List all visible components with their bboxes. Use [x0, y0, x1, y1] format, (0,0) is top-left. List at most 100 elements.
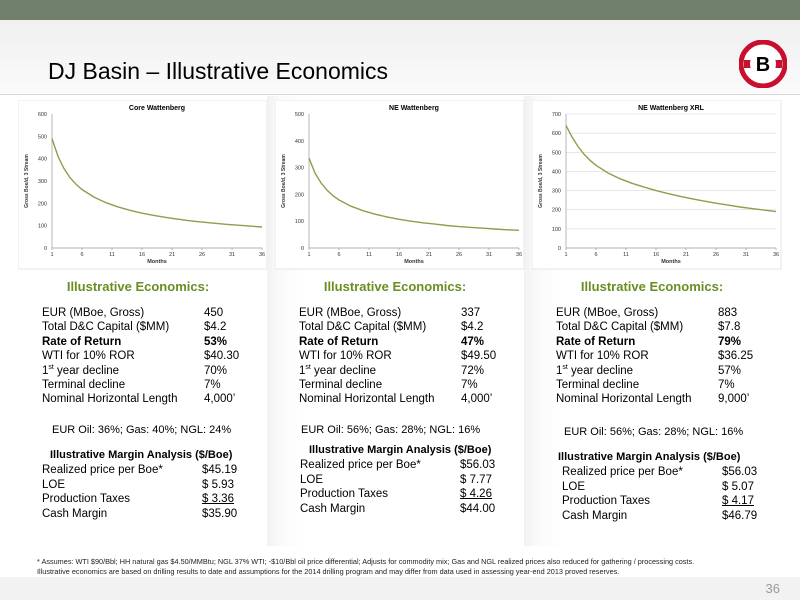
margin-table: Realized price per Boe* $56.03 LOE $ 7.77 …: [300, 458, 495, 516]
metric-row: WTI for 10% ROR $49.50: [299, 350, 497, 363]
margin-row: LOE $ 5.93: [42, 478, 234, 491]
x-tick-label: 11: [366, 252, 372, 258]
y-tick-label: 400: [38, 157, 47, 163]
metric-row: 1st year decline 57%: [556, 363, 742, 377]
x-tick-label: 1: [307, 252, 310, 258]
series-line: [51, 138, 263, 228]
x-tick-label: 26: [199, 252, 205, 258]
metric-row: Nominal Horizontal Length 4,000’: [42, 393, 236, 406]
x-tick-label: 11: [623, 252, 629, 258]
metric-row: Terminal decline 7%: [556, 379, 735, 392]
eur-split: EUR Oil: 56%; Gas: 28%; NGL: 16%: [301, 424, 481, 436]
y-tick-label: 0: [301, 246, 304, 252]
y-tick-label: 600: [38, 112, 47, 118]
metric-row: Nominal Horizontal Length 4,000’: [299, 393, 493, 406]
footnote-line-2: Illustrative economics are based on dril…: [37, 567, 620, 576]
x-tick-label: 16: [139, 252, 145, 258]
metrics-table: EUR (MBoe, Gross) 337 Total D&C Capital (…: [299, 306, 496, 407]
chart-title: NE Wattenberg: [389, 105, 439, 112]
chart-title: Core Wattenberg: [129, 105, 185, 112]
eur-split: EUR Oil: 36%; Gas: 40%; NGL: 24%: [52, 424, 232, 436]
metric-row: Nominal Horizontal Length 9,000’: [556, 393, 750, 406]
y-tick-label: 500: [295, 112, 304, 118]
metric-row: Rate of Return 79%: [556, 335, 742, 348]
metric-row: EUR (MBoe, Gross) 337: [299, 307, 481, 319]
y-tick-label: 300: [38, 179, 47, 185]
margin-row: Realized price per Boe* $45.19: [42, 464, 238, 476]
x-tick-label: 1: [564, 252, 567, 258]
margin-row: Cash Margin $44.00: [300, 502, 496, 515]
y-tick-label: 100: [38, 224, 47, 230]
top-accent-bar: [0, 0, 800, 20]
eur-split: EUR Oil: 56%; Gas: 28%; NGL: 16%: [564, 426, 744, 438]
margin-row: Production Taxes $ 3.36: [42, 493, 234, 506]
x-tick-label: 31: [743, 252, 749, 258]
x-tick-label: 11: [109, 252, 115, 258]
chart-core-wattenberg: Core Wattenberg 0 100 200 300 400 500 600 1 6 11 16…: [18, 100, 268, 270]
metric-row: Terminal decline 7%: [299, 379, 478, 392]
series-line: [565, 125, 777, 213]
y-tick-label: 600: [552, 131, 561, 137]
margin-title: Illustrative Margin Analysis ($/Boe): [558, 451, 741, 463]
footnote-line-1: * Assumes: WTI $90/Bbl; HH natural gas $…: [37, 557, 695, 566]
x-tick-label: 36: [773, 252, 779, 258]
metric-row: Total D&C Capital ($MM) $4.2: [42, 321, 227, 334]
y-tick-label: 100: [552, 227, 561, 233]
series-line: [308, 157, 520, 231]
x-tick-label: 21: [426, 252, 432, 258]
y-tick-label: 300: [552, 189, 561, 195]
econ-title: Illustrative Economics:: [580, 279, 724, 294]
econ-title: Illustrative Economics:: [323, 279, 467, 294]
x-tick-label: 6: [337, 252, 340, 258]
econ-title: Illustrative Economics:: [66, 279, 210, 294]
x-axis-label: Months: [661, 259, 681, 265]
y-tick-label: 200: [295, 192, 304, 198]
margin-table: Realized price per Boe* $56.03 LOE $ 5.07 …: [562, 465, 757, 523]
x-tick-label: 26: [456, 252, 462, 258]
panel-ne-wattenberg-xrl: NE Wattenberg XRL 0 100 200 300 400 500 600 700 1…: [524, 96, 782, 546]
margin-row: Production Taxes $ 4.17: [562, 495, 754, 508]
chart-ne-wattenberg: NE Wattenberg 0 100 200 300 400 500 1 6 11 16 21 26 3…: [275, 100, 525, 270]
header-band: [0, 20, 800, 95]
margin-row: LOE $ 5.07: [562, 480, 754, 493]
metric-row: Rate of Return 53%: [42, 335, 228, 348]
x-tick-label: 6: [80, 252, 83, 258]
chart-title: NE Wattenberg XRL: [638, 105, 705, 112]
y-tick-label: 0: [44, 246, 47, 252]
x-axis-label: Months: [147, 259, 167, 265]
metric-row: Total D&C Capital ($MM) $4.2: [299, 321, 484, 334]
margin-row: Realized price per Boe* $56.03: [300, 459, 496, 471]
y-tick-label: 700: [552, 112, 561, 118]
margin-title: Illustrative Margin Analysis ($/Boe): [50, 449, 233, 461]
metric-row: EUR (MBoe, Gross) 883: [556, 307, 738, 319]
y-tick-label: 500: [38, 134, 47, 140]
panel-ne-wattenberg: NE Wattenberg 0 100 200 300 400 500 1 6 11 16 21 26 3…: [267, 96, 525, 546]
chart-frame: [18, 100, 268, 270]
x-tick-label: 16: [396, 252, 402, 258]
page-number: 36: [765, 581, 780, 596]
y-tick-label: 0: [558, 246, 561, 252]
x-axis-label: Months: [404, 259, 424, 265]
x-tick-label: 36: [516, 252, 522, 258]
margin-row: Cash Margin $35.90: [42, 507, 238, 520]
x-tick-label: 6: [594, 252, 597, 258]
x-tick-label: 21: [683, 252, 689, 258]
company-logo-icon: B: [739, 40, 787, 88]
x-tick-label: 1: [50, 252, 53, 258]
chart-frame: [532, 100, 782, 270]
chart-svg: NE Wattenberg XRL 0 100 200 300 400 500 600 700 1…: [532, 100, 782, 270]
y-tick-label: 200: [552, 208, 561, 214]
x-tick-label: 26: [713, 252, 719, 258]
y-tick-label: 300: [295, 166, 304, 172]
y-axis-label: Gross Boe/d, 3 Stream: [24, 154, 30, 208]
margin-row: Realized price per Boe* $56.03: [562, 466, 758, 478]
y-tick-label: 200: [38, 201, 47, 207]
metric-row: Rate of Return 47%: [299, 335, 485, 348]
y-tick-label: 400: [295, 139, 304, 145]
x-tick-label: 36: [259, 252, 265, 258]
margin-row: Production Taxes $ 4.26: [300, 488, 492, 501]
footnote: * Assumes: WTI $90/Bbl; HH natural gas $…: [37, 557, 777, 577]
margin-row: Cash Margin $46.79: [562, 509, 758, 522]
chart-ne-wattenberg-xrl: NE Wattenberg XRL 0 100 200 300 400 500 600 700 1…: [532, 100, 782, 270]
